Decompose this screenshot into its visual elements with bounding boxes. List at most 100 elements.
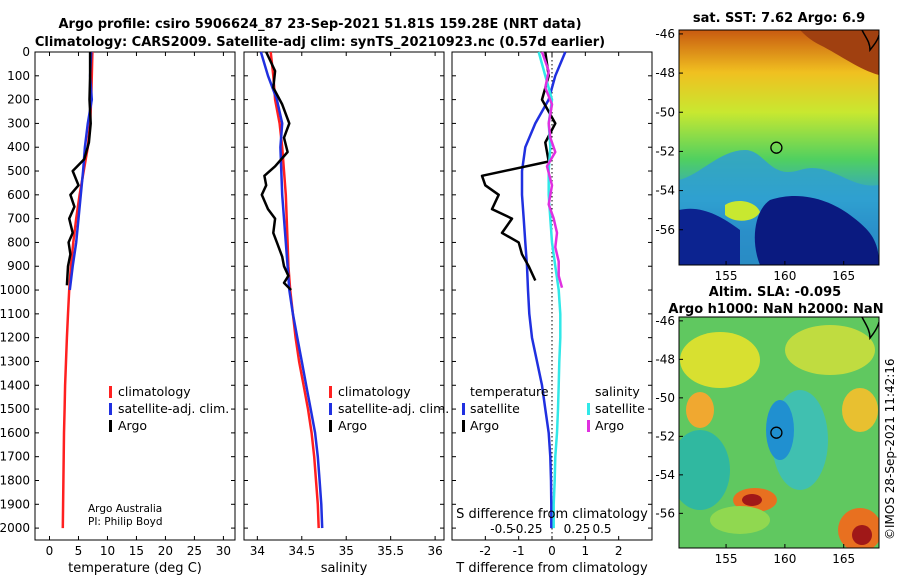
sst-map-frame (678, 29, 880, 266)
series-line-satellite-adj-clim- (68, 51, 94, 291)
x-tick-label: 25 (187, 544, 202, 558)
sst-warm-corner (800, 30, 879, 75)
map-x-tick-label: 165 (832, 269, 855, 283)
depth-tick-label: 2000 (0, 521, 30, 535)
depth-tick-label: 300 (7, 116, 30, 130)
map-y-tick-label: -48 (655, 352, 675, 366)
map-y-tick-label: -56 (655, 223, 675, 237)
x-tick-label: 35.5 (377, 544, 404, 558)
sst-map-title: sat. SST: 7.62 Argo: 6.9 (693, 11, 865, 26)
sla-blob (742, 494, 762, 506)
map-y-tick-label: -46 (655, 314, 675, 328)
map-y-tick-label: -48 (655, 66, 675, 80)
salinity-legend: climatology satellite-adj. clim. Argo (329, 384, 449, 433)
x-tick-label: 5 (75, 544, 83, 558)
map-y-tick-label: -54 (655, 184, 675, 198)
legend-climatology: climatology (118, 384, 191, 399)
s-diff-tick-label: 0.5 (592, 522, 611, 536)
sst-map-ticks: 155 160 165 -46 -48 -50 -52 -54 -56 (655, 27, 855, 283)
temperature-legend: climatology satellite-adj. clim. Argo (109, 384, 229, 433)
difference-legend: temperature satellite Argo salinity sate… (462, 384, 645, 433)
depth-tick-label: 1100 (0, 307, 30, 321)
depth-tick-label: 1800 (0, 473, 30, 487)
credit-line-2: PI: Philip Boyd (88, 516, 163, 528)
depth-tick-label: 0 (22, 45, 30, 59)
legend-temperature-title: temperature (470, 384, 549, 399)
x-tick-label: 1 (582, 544, 590, 558)
depth-tick-label: 1400 (0, 378, 30, 392)
series-line-satellite-adj-clim- (259, 51, 324, 529)
depth-tick-label: 1000 (0, 283, 30, 297)
depth-tick-label: 800 (7, 235, 30, 249)
sla-blob (766, 400, 794, 460)
legend-swatch-argo (109, 420, 112, 432)
title-line-1: Argo profile: csiro 5906624_87 23-Sep-20… (58, 17, 581, 32)
legend-swatch-satellite (329, 403, 332, 415)
x-tick-label: -1 (513, 544, 525, 558)
sst-argo-position-marker (770, 141, 783, 154)
map-x-tick-label: 160 (773, 269, 796, 283)
difference-xlabel: T difference from climatology (455, 561, 648, 576)
x-tick-label: 2 (615, 544, 623, 558)
legend-satellite: satellite-adj. clim. (118, 401, 229, 416)
map-y-tick-label: -54 (655, 468, 675, 482)
x-tick-label: 0 (46, 544, 54, 558)
salinity-axes (243, 51, 445, 541)
legend-climatology: climatology (338, 384, 411, 399)
depth-tick-label: 700 (7, 212, 30, 226)
legend-satellite: satellite-adj. clim. (338, 401, 449, 416)
depth-tick-label: 1300 (0, 354, 30, 368)
series-line-t-argo (480, 51, 557, 282)
sla-blob (852, 525, 872, 545)
temperature-xlabel: temperature (deg C) (68, 561, 202, 576)
map-x-tick-label: 155 (715, 269, 738, 283)
depth-tick-label: 400 (7, 140, 30, 154)
copyright-stamp: ©IMOS 28-Sep-2021 11:42:16 (883, 358, 897, 540)
legend-salinity-title: salinity (595, 384, 640, 399)
x-tick-label: 10 (100, 544, 115, 558)
depth-tick-label: 1900 (0, 497, 30, 511)
sst-cold-pool (679, 208, 740, 265)
sla-blob (680, 332, 760, 388)
map-x-tick-label: 160 (773, 552, 796, 566)
difference-chart: -2 -1 0 1 2 (452, 51, 652, 558)
depth-tick-label: 900 (7, 259, 30, 273)
legend-t-argo: Argo (470, 418, 499, 433)
legend-s-argo: Argo (595, 418, 624, 433)
s-diff-tick-label: -0.25 (511, 522, 542, 536)
s-diff-tick-label: 0.25 (564, 522, 591, 536)
depth-tick-label: 500 (7, 164, 30, 178)
map-y-tick-label: -52 (655, 144, 675, 158)
legend-s-satellite: satellite (595, 401, 645, 416)
map-y-tick-label: -50 (655, 391, 675, 405)
salinity-xlabel: salinity (321, 561, 368, 576)
map-y-tick-label: -56 (655, 506, 675, 520)
depth-tick-labels: 0 100 200 300 400 500 600 700 800 900 1000 1100 1200… (0, 45, 30, 535)
sla-map (679, 317, 879, 548)
sst-coastline (861, 30, 879, 53)
legend-swatch-s-argo (587, 420, 590, 432)
sla-blob (679, 430, 730, 510)
sla-blob (785, 325, 875, 375)
title-line-2: Climatology: CARS2009. Satellite-adj cli… (35, 35, 605, 50)
legend-swatch-climatology (109, 386, 112, 398)
sla-map-frame (678, 316, 880, 549)
map-y-tick-label: -52 (655, 429, 675, 443)
legend-swatch-s-satellite (587, 403, 590, 415)
x-tick-label: 34 (250, 544, 265, 558)
sla-blob (686, 392, 714, 428)
map-x-tick-label: 165 (832, 552, 855, 566)
sla-map-ticks: 155 160 165 -46 -48 -50 -52 -54 -56 (655, 314, 855, 566)
x-tick-label: 35 (339, 544, 354, 558)
x-tick-label: 0 (548, 544, 556, 558)
depth-tick-label: 1500 (0, 402, 30, 416)
credit-line-1: Argo Australia (88, 503, 162, 515)
sla-map-title: Altim. SLA: -0.095 (709, 285, 841, 300)
legend-t-satellite: satellite (470, 401, 520, 416)
legend-swatch-argo (329, 420, 332, 432)
temperature-chart: 0 5 10 15 20 25 30 (35, 51, 235, 558)
depth-tick-label: 1700 (0, 450, 30, 464)
depth-tick-label: 200 (7, 93, 30, 107)
sla-coastline (861, 317, 879, 341)
